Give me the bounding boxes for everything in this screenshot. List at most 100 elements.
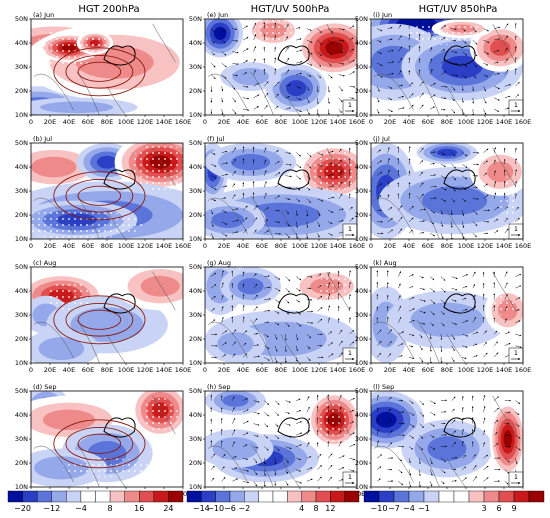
lat-tick-label: 30N — [189, 311, 202, 319]
colorbar-swatch — [453, 490, 470, 503]
colorbar-swatch — [315, 490, 331, 503]
reference-vector-label: 1 — [514, 349, 518, 357]
lat-tick-label: 10N — [355, 483, 368, 491]
reference-vector-label: 1 — [348, 349, 352, 357]
lat-tick-label: 10N — [355, 359, 368, 367]
lon-tick-label: 40E — [63, 242, 75, 250]
lon-tick-label: 0 — [203, 242, 207, 250]
lat-tick-label: 20N — [355, 459, 368, 467]
lon-tick-label: 80E — [101, 366, 113, 374]
lat-tick-label: 10N — [15, 359, 28, 367]
lat-tick-label: 50N — [15, 15, 28, 23]
wind-vectors — [210, 394, 356, 487]
lon-tick-label: 140E — [496, 366, 513, 374]
lat-tick-label: 30N — [189, 63, 202, 71]
lon-tick-label: 100E — [458, 242, 475, 250]
panel-label: (e) Jun — [207, 11, 228, 19]
panel-label: (d) Sep — [33, 383, 57, 391]
colorbar-swatch — [378, 490, 395, 503]
panel-label: (a) Jun — [33, 11, 54, 19]
colorbar-tick-label: 6 — [496, 504, 501, 513]
lat-tick-label: 50N — [189, 139, 202, 147]
lon-tick-label: 20E — [384, 118, 396, 126]
lon-tick-label: 0 — [369, 118, 373, 126]
lat-tick-label: 20N — [355, 87, 368, 95]
colorbar-tick-label: −7 — [388, 504, 400, 513]
lat-tick-label: 10N — [355, 111, 368, 119]
colorbar-swatch — [244, 490, 259, 503]
panel-label: (c) Aug — [33, 259, 56, 267]
lon-tick-label: 80E — [441, 118, 453, 126]
colorbar: −14−10 −6 −2 4 8 12 — [186, 490, 360, 513]
anomaly-field — [205, 391, 357, 487]
lon-tick-label: 100E — [118, 366, 135, 374]
lat-tick-label: 10N — [15, 483, 28, 491]
lon-tick-label: 100E — [118, 242, 135, 250]
lon-tick-label: 60E — [422, 242, 434, 250]
lon-tick-label: 40E — [237, 118, 249, 126]
lat-tick-label: 40N — [355, 411, 368, 419]
lat-tick-label: 10N — [355, 235, 368, 243]
anomaly-field — [31, 267, 183, 363]
lat-tick-label: 30N — [355, 187, 368, 195]
colorbar-tick-label: −4 — [75, 504, 87, 513]
lon-tick-label: 120E — [477, 366, 494, 374]
column-title-3: HGT/UV 850hPa — [419, 4, 498, 15]
colorbar-swatch — [80, 490, 96, 503]
lat-tick-label: 30N — [15, 311, 28, 319]
panel-label: (h) Sep — [207, 383, 231, 391]
lon-tick-label: 160E — [349, 366, 366, 374]
lon-tick-label: 140E — [156, 242, 173, 250]
colorbar: −10 −7 −4 −1 3 6 9 — [363, 490, 545, 513]
colorbar-tick-label: −10 — [207, 504, 224, 513]
climatology-contours — [53, 295, 146, 345]
lat-tick-label: 30N — [355, 311, 368, 319]
map-panel: 1(l) Sep50N40N30N20N10N020E40E60E80E100E… — [355, 383, 531, 498]
lon-tick-label: 140E — [156, 366, 173, 374]
colorbar-swatch — [483, 490, 500, 503]
lat-tick-label: 50N — [189, 15, 202, 23]
colorbar-tick-label: −10 — [371, 504, 388, 513]
lon-tick-label: 0 — [29, 366, 33, 374]
colorbar-tick-label: −12 — [43, 504, 60, 513]
anomaly-field — [205, 19, 357, 115]
colorbar-tick-label: 24 — [163, 504, 173, 513]
lat-tick-label: 40N — [189, 287, 202, 295]
lon-tick-label: 60E — [422, 118, 434, 126]
panel-label: (g) Aug — [207, 259, 231, 267]
colorbar-swatch — [36, 490, 52, 503]
lon-tick-label: 60E — [256, 242, 268, 250]
colorbar-swatch — [423, 490, 440, 503]
lon-tick-label: 160E — [349, 118, 366, 126]
lat-tick-label: 20N — [189, 87, 202, 95]
colorbar-swatch — [363, 490, 380, 503]
lon-tick-label: 0 — [203, 118, 207, 126]
lat-tick-label: 20N — [15, 211, 28, 219]
column-title-2: HGT/UV 500hPa — [251, 4, 330, 15]
lon-tick-label: 120E — [311, 366, 328, 374]
lat-tick-label: 50N — [355, 139, 368, 147]
colorbar-swatch — [139, 490, 155, 503]
lat-tick-label: 40N — [189, 39, 202, 47]
wind-vectors — [210, 270, 355, 363]
lon-tick-label: 100E — [292, 118, 309, 126]
lon-tick-label: 120E — [477, 118, 494, 126]
wind-vectors — [210, 146, 354, 239]
lon-tick-label: 140E — [330, 366, 347, 374]
anomaly-field — [205, 267, 357, 363]
lon-tick-label: 160E — [175, 242, 192, 250]
lat-tick-label: 20N — [15, 459, 28, 467]
colorbar-swatch — [124, 490, 140, 503]
lat-tick-label: 20N — [355, 211, 368, 219]
lon-tick-label: 120E — [311, 242, 328, 250]
colorbar-swatch — [186, 490, 202, 503]
lat-tick-label: 50N — [189, 263, 202, 271]
lon-tick-label: 60E — [422, 366, 434, 374]
lon-tick-label: 100E — [458, 118, 475, 126]
colorbar-tick-label: −1 — [418, 504, 430, 513]
